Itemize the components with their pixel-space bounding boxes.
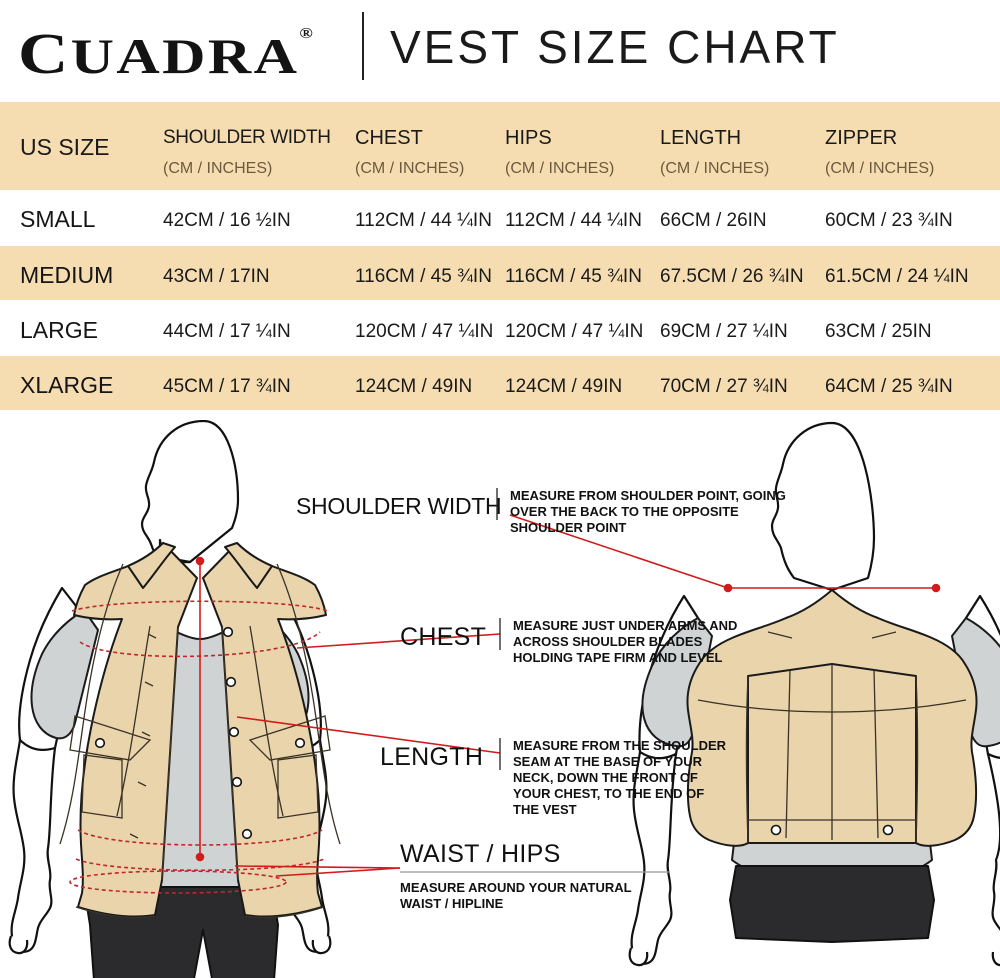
svg-text:MEASURE FROM THE SHOULDER: MEASURE FROM THE SHOULDER (513, 738, 727, 753)
svg-text:SEAM AT THE BASE OF YOUR: SEAM AT THE BASE OF YOUR (513, 754, 703, 769)
svg-text:MEASURE JUST UNDER ARMS AND: MEASURE JUST UNDER ARMS AND (513, 618, 737, 633)
svg-text:WAIST / HIPS: WAIST / HIPS (400, 840, 561, 868)
svg-text:LENGTH: LENGTH (380, 743, 483, 771)
svg-text:HOLDING TAPE FIRM AND LEVEL: HOLDING TAPE FIRM AND LEVEL (513, 650, 723, 665)
svg-text:MEASURE FROM SHOULDER POINT, G: MEASURE FROM SHOULDER POINT, GOING (510, 488, 786, 503)
svg-text:MEASURE AROUND YOUR NATURAL: MEASURE AROUND YOUR NATURAL (400, 880, 632, 895)
svg-text:ACROSS SHOULDER BLADES: ACROSS SHOULDER BLADES (513, 634, 703, 649)
svg-text:OVER THE BACK TO THE OPPOSITE: OVER THE BACK TO THE OPPOSITE (510, 504, 739, 519)
svg-text:SHOULDER WIDTH: SHOULDER WIDTH (296, 493, 501, 519)
svg-text:CHEST: CHEST (400, 623, 486, 651)
svg-text:THE VEST: THE VEST (513, 802, 577, 817)
svg-text:WAIST / HIPLINE: WAIST / HIPLINE (400, 896, 504, 911)
svg-text:SHOULDER POINT: SHOULDER POINT (510, 520, 626, 535)
svg-text:YOUR CHEST, TO THE END OF: YOUR CHEST, TO THE END OF (513, 786, 704, 801)
svg-text:NECK, DOWN THE FRONT OF: NECK, DOWN THE FRONT OF (513, 770, 698, 785)
